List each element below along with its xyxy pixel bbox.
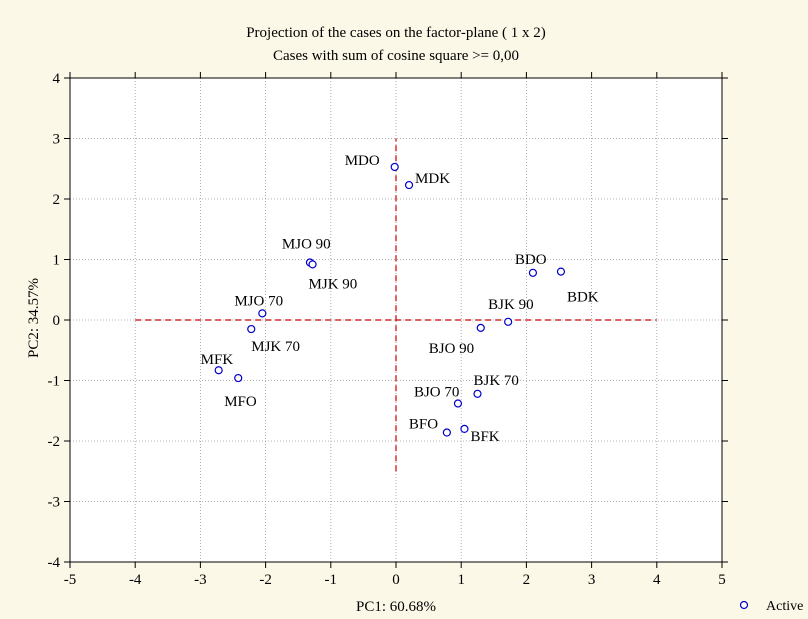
legend-marker [739,600,749,610]
y-tick-label: -2 [48,434,61,450]
data-point [234,373,243,383]
data-point-label: MJK 70 [251,339,300,355]
data-point-label: MDK [415,171,450,187]
data-point [308,260,317,269]
y-tick-label: 2 [53,192,61,208]
data-point-label: BJK 70 [474,373,519,389]
data-point-label: BDK [567,290,599,306]
data-points: MDO MDK MJO 90 MJK 90 MJO 70 MJK 70 MFK MFO BDO B… [201,153,599,445]
y-tick-label: 3 [53,132,61,148]
x-tick-label: 2 [523,572,531,588]
y-tick-label: -4 [48,555,61,571]
data-point-label: BFK [470,429,499,445]
data-point-label: MJO 90 [282,237,331,253]
y-tick-label: 1 [53,253,61,269]
y-tick-label: 0 [53,313,61,329]
x-tick-label: -3 [194,572,207,588]
data-point [476,323,485,332]
data-point-label: BJK 90 [488,297,533,313]
legend-label: Active [766,599,803,614]
data-point-label: MJK 90 [309,276,358,292]
data-point [453,399,463,408]
data-point-label: MJO 70 [234,293,283,309]
y-tick-label: -1 [48,374,61,390]
legend: Active [739,599,803,614]
data-point-label: MDO [345,153,380,169]
data-point [214,366,223,375]
data-point-label: BFO [409,417,438,433]
y-tick-label: 4 [53,71,61,87]
x-tick-label: -5 [64,572,77,588]
data-point [460,424,469,433]
x-tick-label: 0 [392,572,400,588]
data-point [528,268,538,277]
data-point [390,162,399,172]
data-point-label: MFO [224,394,257,410]
x-axis-label: PC1: 60.68% [356,599,436,615]
data-point [442,428,451,437]
y-axis-label: PC2: 34.57% [26,278,42,358]
chart-subtitle: Cases with sum of cosine square >= 0,00 [273,48,519,64]
x-tick-label: 5 [718,572,726,588]
reference-lines [135,138,657,472]
x-tick-label: 3 [588,572,596,588]
data-point-label: BJO 90 [429,341,474,357]
data-point-label: BDO [515,252,547,268]
data-point [258,309,267,318]
x-tick-label: -2 [259,572,272,588]
x-tick-label: -1 [325,572,338,588]
x-tick-label: 1 [457,572,465,588]
data-point-label: BJO 70 [414,384,459,400]
data-point [556,267,566,276]
x-tick-label: -4 [129,572,142,588]
chart-title: Projection of the cases on the factor-pl… [246,25,546,41]
data-point [247,324,256,334]
data-point [404,180,414,190]
data-point [473,389,482,398]
data-point [504,317,513,326]
data-point-label: MFK [201,352,234,368]
x-tick-label: 4 [653,572,661,588]
y-tick-label: -3 [48,495,61,511]
